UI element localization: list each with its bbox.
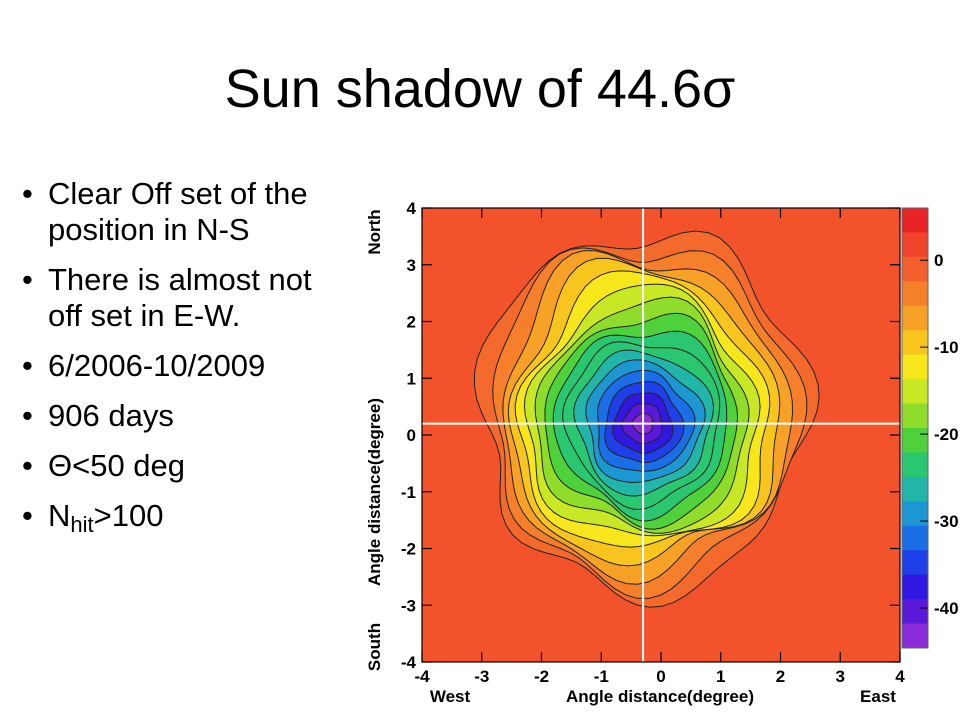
bullet-item: Θ<50 deg <box>22 448 352 484</box>
bullet-rest-text: >100 <box>93 498 164 533</box>
x-tick-label: 3 <box>836 667 845 686</box>
colorbar-segment <box>902 599 928 625</box>
colorbar-segment <box>902 501 928 527</box>
colorbar-segment <box>902 452 928 478</box>
y-tick-label: 1 <box>407 369 416 388</box>
x-tick-label: -4 <box>414 667 430 686</box>
colorbar-segment <box>902 379 928 405</box>
colorbar-segment <box>902 208 928 233</box>
colorbar-segment <box>902 574 928 600</box>
colorbar-segment <box>902 403 928 429</box>
colorbar-segment <box>902 305 928 331</box>
colorbar-segment <box>902 550 928 576</box>
west-label: West <box>430 687 471 706</box>
colorbar-tick-label: -40 <box>934 599 959 618</box>
x-tick-label: 0 <box>656 667 665 686</box>
colorbar-tick-label: -30 <box>934 512 959 531</box>
colorbar-segment <box>902 623 928 649</box>
colorbar-segment <box>902 281 928 307</box>
y-axis-label: Angle distance(degree) <box>365 398 384 586</box>
north-label: North <box>365 209 384 254</box>
colorbar <box>901 207 929 649</box>
y-tick-label: -4 <box>401 653 417 672</box>
bullet-item: Clear Off set of the position in N-S <box>22 176 352 248</box>
colorbar-segment <box>902 476 928 502</box>
colorbar-ticks: 0 -10 -20 -30 -40 <box>920 251 959 618</box>
x-tick-label: -3 <box>474 667 489 686</box>
bullet-item: There is almost not off set in E-W. <box>22 262 352 334</box>
sun-shadow-figure: -4 -3 -2 -1 0 1 2 3 4 4 3 2 1 0 -1 -2 -3 -4 Angle distan… <box>360 192 960 720</box>
colorbar-segment <box>902 428 928 453</box>
x-tick-label: 1 <box>716 667 725 686</box>
x-tick-label: 4 <box>895 667 905 686</box>
y-tick-label: 4 <box>407 199 417 218</box>
y-tick-label: 3 <box>407 256 416 275</box>
bullet-item: Nhit>100 <box>22 498 352 537</box>
x-axis-ticks: -4 -3 -2 -1 0 1 2 3 4 <box>414 208 905 686</box>
y-tick-label: 0 <box>407 426 416 445</box>
colorbar-segment <box>902 232 928 258</box>
crosshair <box>422 208 900 662</box>
y-tick-label: -2 <box>401 540 416 559</box>
colorbar-segment <box>902 256 928 282</box>
colorbar-tick-label: 0 <box>934 251 943 270</box>
y-tick-label: -3 <box>401 596 416 615</box>
colorbar-frame <box>901 207 929 649</box>
bullet-main-text: N <box>48 498 71 533</box>
bullet-list: Clear Off set of the position in N-S The… <box>22 176 352 551</box>
bullet-item: 6/2006-10/2009 <box>22 348 352 384</box>
south-label: South <box>365 623 384 671</box>
bullet-item: 906 days <box>22 398 352 434</box>
east-label: East <box>860 687 896 706</box>
bullet-subscript: hit <box>70 512 94 537</box>
x-axis-label: Angle distance(degree) <box>566 687 754 706</box>
x-tick-label: 2 <box>776 667 785 686</box>
y-axis-ticks: 4 3 2 1 0 -1 -2 -3 -4 <box>401 199 900 672</box>
slide-title: Sun shadow of 44.6σ <box>224 59 736 119</box>
x-tick-label: -2 <box>534 667 549 686</box>
colorbar-segment <box>902 525 928 551</box>
colorbar-segment <box>902 330 928 356</box>
x-tick-label: -1 <box>594 667 609 686</box>
colorbar-tick-label: -20 <box>934 425 959 444</box>
colorbar-tick-label: -10 <box>934 338 959 357</box>
y-tick-label: 2 <box>407 313 416 332</box>
colorbar-segment <box>902 354 928 380</box>
y-tick-label: -1 <box>401 483 416 502</box>
